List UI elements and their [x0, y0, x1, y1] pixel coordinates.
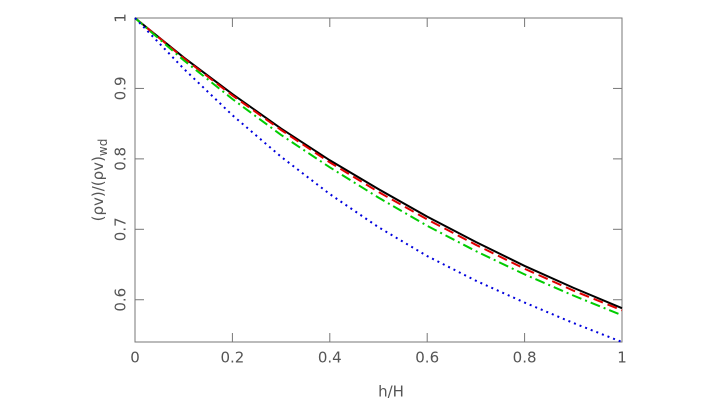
series-line	[134, 17, 623, 343]
y-axis-label: (ρv)/(ρv)wd	[89, 139, 110, 222]
x-tick-label: 0.2	[220, 349, 244, 367]
series-line	[134, 17, 623, 312]
x-tick-label: 0.6	[415, 349, 439, 367]
y-axis-label-sub: wd	[96, 139, 110, 156]
series-line	[134, 17, 623, 317]
x-axis-label: h/H	[378, 383, 404, 401]
x-tick-label: 0	[130, 349, 140, 367]
y-tick-label: 0.9	[112, 77, 130, 101]
y-tick-label: 0.8	[112, 147, 130, 171]
y-axis-label-main: (ρv)/(ρv)	[89, 156, 107, 221]
plot-frame	[134, 17, 623, 343]
y-tick-label: 0.6	[112, 288, 130, 312]
y-tick-label: 0.7	[112, 217, 130, 241]
series-line	[134, 17, 623, 310]
x-tick-label: 0.8	[513, 349, 537, 367]
x-tick-label: 1	[617, 349, 627, 367]
y-tick-label: 1	[112, 13, 130, 23]
x-tick-label: 0.4	[318, 349, 342, 367]
